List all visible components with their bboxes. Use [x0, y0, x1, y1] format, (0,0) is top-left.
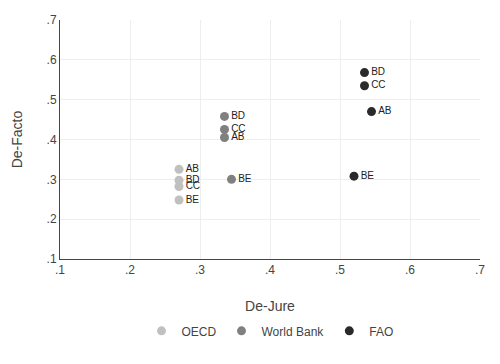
svg-text:AB: AB [186, 163, 200, 174]
svg-text:De-Facto: De-Facto [9, 111, 25, 169]
svg-text:.3: .3 [195, 263, 205, 277]
svg-text:.7: .7 [475, 263, 485, 277]
svg-text:CC: CC [231, 123, 245, 134]
svg-text:BE: BE [186, 194, 200, 205]
svg-text:CC: CC [371, 79, 385, 90]
svg-text:OECD: OECD [182, 325, 217, 339]
svg-text:.5: .5 [335, 263, 345, 277]
svg-text:.6: .6 [405, 263, 415, 277]
svg-text:.4: .4 [47, 133, 57, 147]
svg-text:De-Jure: De-Jure [245, 298, 295, 314]
svg-text:.3: .3 [47, 173, 57, 187]
svg-text:BD: BD [371, 66, 385, 77]
svg-text:.7: .7 [47, 13, 57, 27]
svg-text:FAO: FAO [369, 325, 393, 339]
svg-text:.2: .2 [47, 212, 57, 226]
svg-text:BD: BD [186, 174, 200, 185]
svg-text:.2: .2 [125, 263, 135, 277]
svg-text:.1: .1 [55, 263, 65, 277]
svg-text:.5: .5 [47, 93, 57, 107]
svg-text:AB: AB [231, 131, 245, 142]
svg-text:BE: BE [361, 170, 375, 181]
svg-text:.4: .4 [265, 263, 275, 277]
svg-text:.6: .6 [47, 53, 57, 67]
svg-text:World Bank: World Bank [262, 325, 325, 339]
svg-text:BD: BD [231, 110, 245, 121]
svg-text:.1: .1 [47, 252, 57, 266]
svg-text:BE: BE [238, 173, 252, 184]
svg-text:AB: AB [378, 105, 392, 116]
svg-text:CC: CC [186, 180, 200, 191]
